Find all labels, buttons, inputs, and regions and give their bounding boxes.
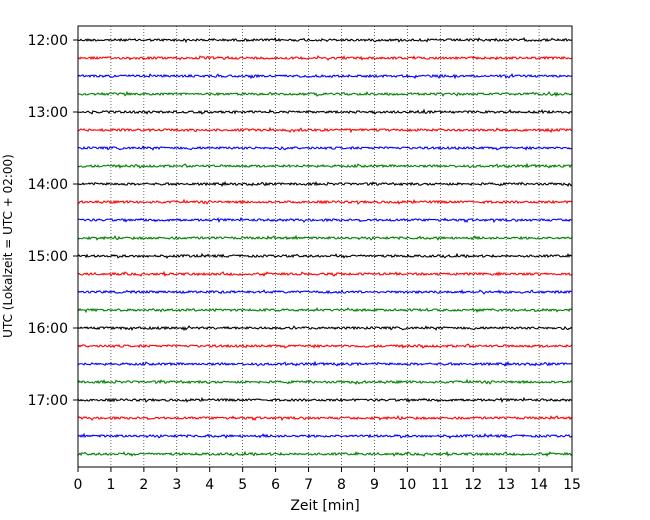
y-tick-label-1: 13:00	[28, 105, 68, 121]
trace-1600	[77, 325, 573, 332]
trace-1630	[77, 360, 573, 367]
x-tick-label-3: 3	[172, 477, 181, 493]
trace-1500	[77, 252, 573, 260]
trace-1315	[77, 126, 573, 134]
trace-1715	[77, 414, 573, 422]
x-tick-label-5: 5	[238, 477, 247, 493]
x-tick-label-7: 7	[304, 477, 313, 493]
trace-1215	[77, 54, 573, 61]
trace-1530	[77, 289, 573, 295]
trace-1545	[77, 307, 573, 314]
trace-1430	[77, 216, 573, 224]
x-tick-label-4: 4	[205, 477, 214, 493]
y-tick-label-3: 15:00	[28, 249, 68, 265]
plot-frame	[77, 25, 573, 468]
trace-1515	[77, 270, 573, 277]
y-tick-label-4: 16:00	[28, 321, 68, 337]
x-axis-label: Zeit [min]	[290, 498, 359, 514]
x-axis-ticks: 0 1 2 3 4 5 6 7 8 9 10 11 12 13 14 15	[74, 467, 581, 493]
x-tick-label-6: 6	[271, 477, 280, 493]
y-axis-label: UTC (Lokalzeit = UTC + 02:00)	[1, 154, 15, 338]
trace-1700	[77, 396, 573, 404]
trace-1345	[77, 162, 573, 170]
trace-1445	[77, 234, 573, 241]
y-tick-label-0: 12:00	[28, 33, 68, 49]
x-tick-label-0: 0	[74, 477, 83, 493]
trace-1200	[77, 36, 573, 44]
y-axis-ticks: 12:00 13:00 14:00 15:00 16:00 17:00	[28, 33, 78, 409]
y-tick-label-5: 17:00	[28, 393, 68, 409]
trace-1300	[77, 108, 573, 115]
x-tick-label-2: 2	[139, 477, 148, 493]
x-tick-label-15: 15	[563, 477, 581, 493]
seismic-traces	[77, 36, 573, 457]
trace-1230	[77, 73, 573, 80]
x-tick-label-12: 12	[464, 477, 482, 493]
x-tick-label-11: 11	[431, 477, 449, 493]
x-tick-label-8: 8	[337, 477, 346, 493]
trace-1615	[77, 343, 573, 350]
x-tick-label-14: 14	[530, 477, 548, 493]
trace-1745	[77, 450, 573, 457]
trace-1415	[77, 198, 573, 205]
x-tick-label-10: 10	[398, 477, 416, 493]
trace-1400	[77, 181, 573, 187]
x-tick-label-1: 1	[106, 477, 115, 493]
x-tick-label-13: 13	[497, 477, 515, 493]
x-tick-label-9: 9	[370, 477, 379, 493]
y-tick-label-2: 14:00	[28, 177, 68, 193]
trace-1730	[77, 432, 573, 440]
trace-1245	[77, 90, 573, 98]
trace-1330	[77, 145, 573, 151]
trace-1645	[77, 378, 573, 385]
